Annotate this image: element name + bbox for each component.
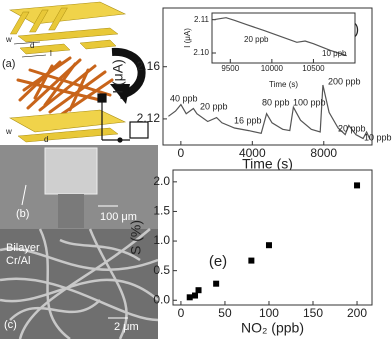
x-tick-label: 10000 [261, 64, 284, 73]
y-axis-label: I (μA) [110, 59, 126, 94]
schematic-label: w [5, 127, 12, 136]
arrow [111, 47, 146, 99]
x-tick-label: 10500 [302, 64, 325, 73]
schematic-label: l [50, 49, 52, 58]
annotation: 40 ppb [170, 93, 198, 103]
y-axis-label: I (μA) [183, 28, 192, 48]
x-axis-label: Time (s) [269, 80, 298, 89]
x-tick-label: 200 [347, 306, 367, 320]
y-axis-label: S (%) [128, 220, 144, 255]
plot-frame [172, 169, 373, 306]
panel-label: (e) [209, 253, 227, 270]
y-tick-label: 0.5 [153, 263, 170, 277]
annotation: 20 ppb [338, 123, 366, 133]
panel-label: (c) [4, 319, 17, 331]
y-tick-label: 2.0 [153, 174, 170, 188]
annotation: 10 ppb [364, 132, 392, 142]
y-tick-label: 1.0 [153, 233, 170, 247]
panel-label: (a) [2, 58, 15, 70]
x-tick-label: 0 [178, 146, 185, 160]
data-point [195, 287, 202, 294]
annotation: 200 ppb [328, 76, 361, 86]
scale-label: 2 μm [114, 321, 139, 333]
sem-fibers [0, 228, 159, 339]
x-tick-label: 8000 [310, 146, 337, 160]
dim-lines [13, 41, 47, 58]
y-tick-label: 2.12 [137, 111, 161, 125]
y-tick-label: 1.5 [153, 204, 170, 218]
y-tick-label: 0.0 [153, 292, 170, 306]
x-axis-label: Time (s) [242, 156, 293, 172]
x-tick-label: 9500 [221, 64, 239, 73]
annotation: 10 ppb [322, 49, 347, 58]
annotation: 20 ppb [200, 101, 228, 111]
x-tick-label: 4000 [239, 146, 266, 160]
arrow-head [110, 84, 130, 104]
x-tick-label: 100 [259, 306, 279, 320]
x-tick-label: 150 [303, 306, 323, 320]
annotation: 80 ppb [262, 97, 290, 107]
data-point [213, 280, 220, 287]
pointer [21, 184, 27, 206]
annotation: 16 ppb [234, 115, 262, 125]
sem-c: Bilayer Cr/Al (c) 2 μm [0, 228, 159, 339]
panel-label: (b) [16, 208, 29, 220]
annotation: 20 ppb [244, 35, 269, 44]
data-line [168, 84, 371, 141]
x-tick-label: 0 [178, 306, 185, 320]
nanowires [16, 56, 114, 116]
bilayer-label: Bilayer [6, 242, 40, 254]
schematic-label: d [30, 41, 34, 50]
y-tick-label: 2.10 [193, 48, 209, 57]
x-axis-label: NO₂ (ppb) [241, 320, 304, 336]
data-point [186, 294, 193, 301]
sem-b: (b) 100 μm [0, 145, 158, 229]
scale-label: 100 μm [100, 211, 137, 223]
sem-pad [44, 147, 98, 195]
schematic-label: d [44, 135, 48, 144]
sem-trace [58, 194, 84, 228]
annotation: 100 ppb [293, 97, 326, 107]
data-point [248, 257, 255, 264]
data-point [265, 242, 272, 249]
probe [97, 93, 149, 143]
data-point [354, 182, 361, 189]
y-tick-label: 2.11 [194, 15, 210, 24]
electrode-bottom [17, 127, 119, 143]
electrode-comb [9, 7, 119, 55]
bilayer-label: Cr/Al [6, 255, 30, 267]
x-tick-label: 50 [218, 306, 232, 320]
substrate-bottom [9, 109, 127, 133]
schematic: w d l (a) w d [2, 1, 149, 144]
data-point [192, 292, 199, 299]
schematic-label: w [5, 35, 12, 44]
y-tick-label: 2.16 [137, 59, 161, 73]
data-line [213, 17, 347, 57]
